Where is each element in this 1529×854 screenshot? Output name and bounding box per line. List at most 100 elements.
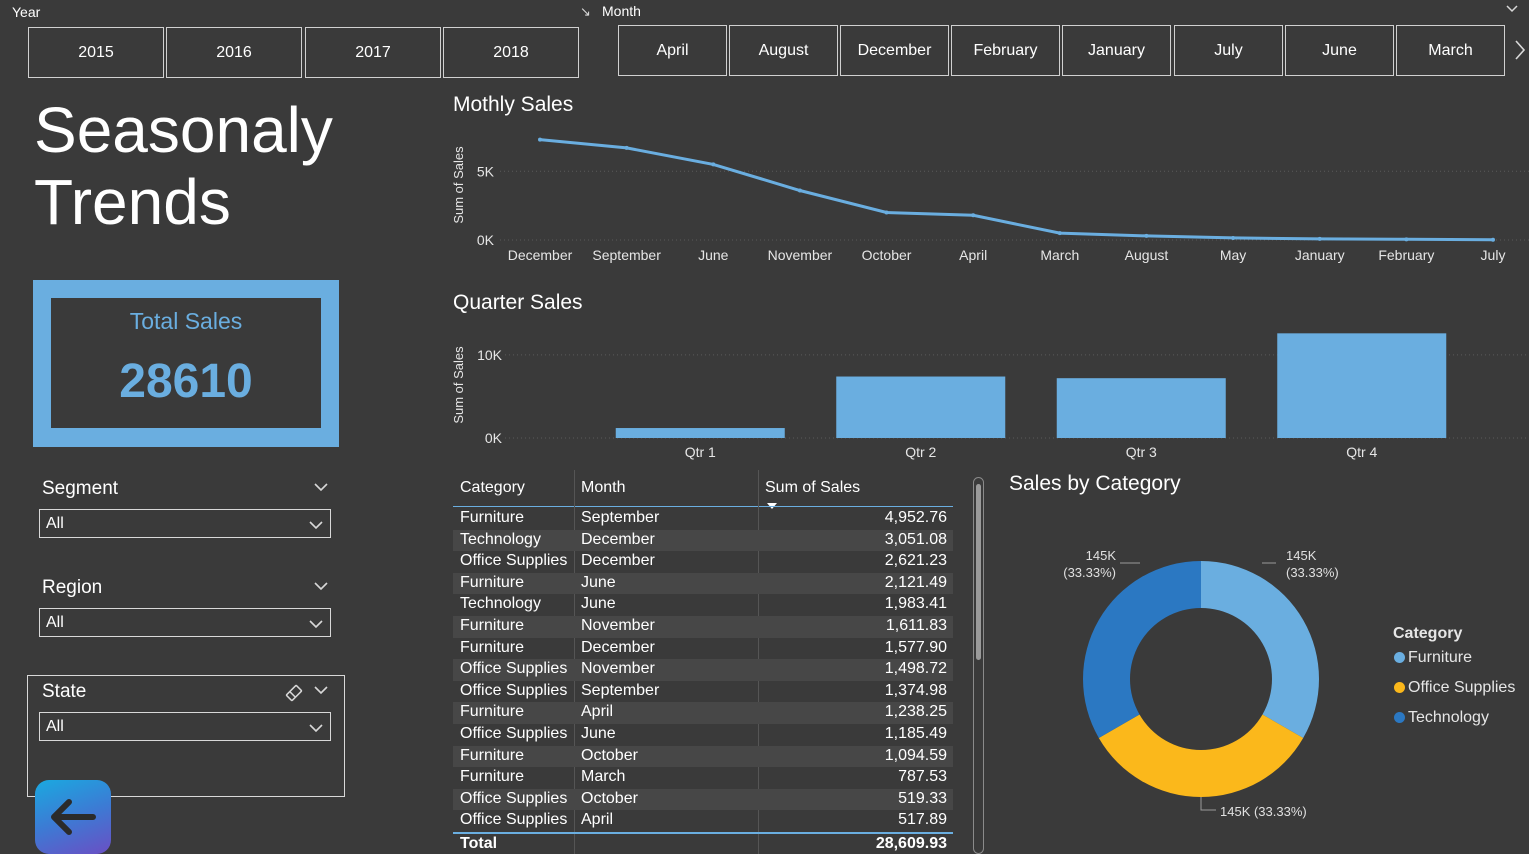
data-point-may[interactable] (1231, 235, 1236, 240)
month-option-march[interactable]: March (1396, 25, 1505, 76)
quarter-sales-chart: Sum of Sales 0K 10K Qtr 1 Qtr 2 Qtr 3 Qtr 4 (451, 333, 1529, 460)
region-collapse-icon[interactable] (313, 579, 329, 597)
legend-label-office-supplies: Office Supplies (1408, 679, 1516, 696)
month-option-july[interactable]: July (1174, 25, 1283, 76)
cell-category: Office Supplies (460, 725, 568, 742)
cell-month: June (581, 595, 616, 613)
table-row[interactable]: Furniture September 4,952.76 (453, 508, 953, 530)
year-option-2016[interactable]: 2016 (166, 27, 302, 78)
month-option-february[interactable]: February (951, 25, 1060, 76)
bar-qtr-2[interactable] (836, 376, 1006, 438)
header-month[interactable]: Month (581, 479, 626, 496)
table-row[interactable]: Office Supplies September 1,374.98 (453, 681, 953, 703)
state-collapse-icon[interactable] (313, 683, 329, 701)
data-point-january[interactable] (1317, 236, 1322, 241)
back-button[interactable] (35, 780, 111, 854)
table-row[interactable]: Furniture June 2,121.49 (453, 572, 953, 595)
y-tick-label: 5K (477, 163, 495, 179)
month-next-icon[interactable] (1513, 38, 1527, 67)
month-option-june[interactable]: June (1285, 25, 1394, 76)
table-row[interactable]: Furniture October 1,094.59 (453, 745, 953, 768)
x-tick-label: January (1295, 247, 1345, 263)
table-header-divider (453, 506, 953, 507)
data-point-february[interactable] (1404, 237, 1409, 242)
cell-category: Office Supplies (460, 681, 568, 699)
bar-qtr-1[interactable] (615, 428, 785, 438)
cell-month: December (581, 552, 655, 570)
year-option-2015[interactable]: 2015 (28, 27, 164, 78)
cell-sum-of-sales: 517.89 (898, 811, 947, 829)
table-scrollbar-thumb[interactable] (976, 484, 981, 660)
chevron-down-icon (309, 724, 323, 733)
cell-category: Office Supplies (460, 552, 568, 570)
table-row[interactable]: Furniture March 787.53 (453, 767, 953, 789)
data-point-march[interactable] (1057, 231, 1062, 236)
x-tick-label: December (508, 247, 573, 263)
slice-office-supplies[interactable] (1098, 714, 1304, 798)
legend-label-technology: Technology (1408, 709, 1489, 726)
segment-collapse-icon[interactable] (313, 480, 329, 498)
cell-sum-of-sales: 787.53 (898, 768, 947, 786)
data-point-july[interactable] (1491, 237, 1495, 242)
cell-month: March (581, 768, 626, 786)
year-option-2017[interactable]: 2017 (305, 27, 441, 78)
table-row[interactable]: Furniture November 1,611.83 (453, 616, 953, 638)
x-tick-label: November (768, 247, 833, 263)
cell-month: December (581, 530, 655, 548)
data-point-april[interactable] (971, 213, 976, 218)
header-sum-of-sales[interactable]: Sum of Sales (765, 479, 861, 496)
region-filter-label: Region (42, 577, 103, 598)
segment-dropdown[interactable]: All (39, 509, 331, 538)
state-filter-panel (27, 675, 345, 797)
month-option-august[interactable]: August (729, 25, 838, 76)
cell-sum-of-sales: 519.33 (898, 789, 947, 807)
x-tick-label: August (1125, 247, 1169, 263)
quarter-sales-title: Quarter Sales (453, 291, 583, 314)
slice-label: 145K (1086, 548, 1117, 563)
month-option-january[interactable]: January (1062, 25, 1171, 76)
cell-sum-of-sales: 1,611.83 (885, 617, 947, 634)
data-point-september[interactable] (624, 145, 629, 150)
legend-item-office-supplies[interactable]: Office Supplies (1394, 679, 1515, 697)
data-point-december[interactable] (538, 137, 542, 142)
month-option-december[interactable]: December (840, 25, 949, 76)
cell-sum-of-sales: 1,498.72 (884, 660, 947, 678)
data-point-august[interactable] (1144, 233, 1149, 238)
slice-furniture[interactable] (1201, 561, 1319, 738)
legend-dot (1394, 712, 1405, 723)
bar-qtr-3[interactable] (1056, 378, 1226, 438)
series-line-sales[interactable] (539, 138, 1494, 242)
region-dropdown-value: All (46, 614, 64, 631)
table-row[interactable]: Office Supplies October 519.33 (453, 788, 953, 811)
legend-item-technology[interactable]: Technology (1394, 709, 1489, 727)
table-row[interactable]: Technology June 1,983.41 (453, 594, 953, 616)
eraser-icon[interactable] (284, 683, 304, 708)
data-point-june[interactable] (711, 162, 716, 167)
legend-dot (1394, 652, 1405, 663)
table-row[interactable]: Furniture December 1,577.90 (453, 638, 953, 660)
table-scrollbar[interactable] (973, 477, 984, 854)
header-category[interactable]: Category (460, 479, 525, 496)
year-slicer-collapse-icon[interactable]: ↘ (580, 4, 591, 19)
sales-by-category-chart: 145K (33.33%) 145K (33.33%) 145K (33.33%) (1063, 548, 1339, 819)
cell-category: Technology (460, 595, 541, 613)
year-option-2018[interactable]: 2018 (443, 27, 579, 78)
bar-qtr-4[interactable] (1277, 333, 1447, 438)
month-slicer-chevron-icon[interactable] (1505, 2, 1519, 20)
legend-item-furniture[interactable]: Furniture (1394, 649, 1472, 667)
table-row[interactable]: Technology December 3,051.08 (453, 529, 953, 552)
table-row[interactable]: Office Supplies April 517.89 (453, 810, 953, 832)
region-dropdown[interactable]: All (39, 608, 331, 637)
data-point-october[interactable] (884, 210, 889, 215)
table-row[interactable]: Office Supplies November 1,498.72 (453, 659, 953, 681)
table-row[interactable]: Furniture April 1,238.25 (453, 702, 953, 724)
state-dropdown[interactable]: All (39, 712, 331, 741)
data-point-november[interactable] (797, 188, 802, 193)
state-filter-label: State (42, 681, 87, 702)
cell-category: Furniture (460, 573, 525, 591)
slice-technology[interactable] (1083, 561, 1201, 738)
y-tick-label: 10K (477, 347, 503, 363)
month-option-april[interactable]: April (618, 25, 727, 76)
table-row[interactable]: Office Supplies December 2,621.23 (453, 551, 953, 573)
table-row[interactable]: Office Supplies June 1,185.49 (453, 724, 953, 746)
